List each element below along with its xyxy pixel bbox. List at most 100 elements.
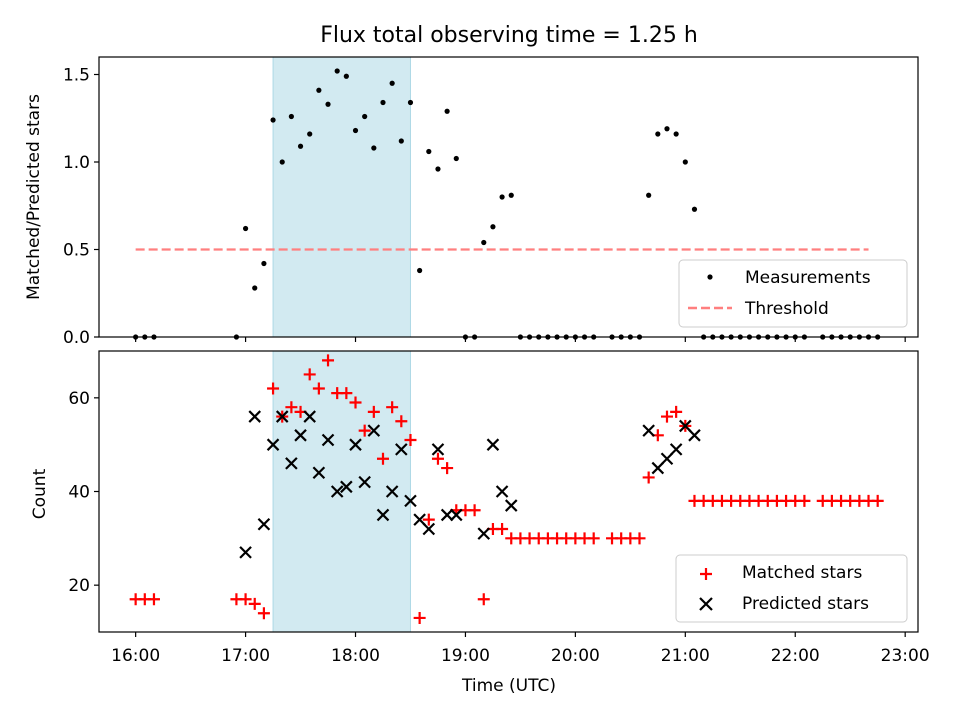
matched-stars-point <box>468 504 481 517</box>
measurement-point <box>435 166 441 172</box>
legend-predicted-marker <box>699 597 713 611</box>
measurement-point <box>398 138 404 144</box>
x-tick-label: 19:00 <box>441 646 490 666</box>
predicted-stars-point <box>376 508 390 522</box>
y-tick-label: 20 <box>68 576 90 596</box>
predicted-stars-point <box>679 419 692 433</box>
x-tick-label: 20:00 <box>551 646 600 666</box>
measurement-point <box>362 113 368 120</box>
predicted-stars-point <box>688 429 701 442</box>
bottom-xlabel: Time (UTC) <box>461 676 556 696</box>
predicted-stars-point <box>248 410 262 423</box>
matched-stars-point <box>633 532 646 545</box>
predicted-stars-point <box>275 410 289 423</box>
predicted-stars-point <box>358 475 371 489</box>
measurement-point <box>261 260 267 267</box>
matched-stars-point <box>798 494 811 507</box>
x-tick-label: 16:00 <box>111 646 160 666</box>
y-tick-label: 1.5 <box>63 66 90 86</box>
measurement-point <box>343 73 349 79</box>
bottom-plot-area: 20 40 60 16:00 17:00 18:00 19:00 20:00 21:00 22:0… <box>68 350 930 666</box>
matched-stars-point <box>660 410 673 423</box>
x-tick-label: 21:00 <box>661 646 710 666</box>
matched-stars-point <box>248 597 261 610</box>
predicted-stars-point <box>312 466 326 480</box>
predicted-stars-point <box>385 485 399 498</box>
measurement-point <box>673 131 679 137</box>
predicted-stars-point <box>440 508 454 522</box>
measurement-point <box>453 155 459 162</box>
predicted-stars-point <box>239 546 252 559</box>
measurement-point <box>325 101 331 107</box>
bottom-panel: Count Time (UTC) 20 40 60 16:00 17:00 18:00 19… <box>30 350 930 696</box>
predicted-stars-point <box>266 438 280 451</box>
legend-predicted-label: Predicted stars <box>742 594 869 614</box>
legend-measurements-marker <box>707 274 713 280</box>
predicted-stars-point <box>257 518 271 531</box>
matched-stars-point <box>395 415 408 428</box>
matched-stars-point <box>340 387 353 400</box>
predicted-stars-point <box>651 461 665 475</box>
predicted-stars-point <box>303 410 316 423</box>
matched-stars-point <box>477 593 490 606</box>
legend-matched-label: Matched stars <box>742 563 862 583</box>
predicted-stars-point <box>669 443 683 456</box>
legend-measurements-label: Measurements <box>745 268 871 288</box>
measurement-point <box>664 126 670 132</box>
measurement-point <box>252 285 258 291</box>
matched-stars-point <box>413 611 426 624</box>
matched-stars-point <box>670 405 683 418</box>
x-tick-label: 22:00 <box>771 646 820 666</box>
y-tick-label: 0.5 <box>63 241 90 261</box>
measurement-point <box>389 80 395 86</box>
measurement-point <box>444 108 450 114</box>
measurement-point <box>316 87 322 93</box>
measurement-point <box>417 267 423 274</box>
predicted-stars-point <box>486 438 500 451</box>
matched-stars-point <box>312 382 325 395</box>
measurement-point <box>499 194 505 200</box>
bottom-ylabel: Count <box>30 468 50 519</box>
matched-stars-point <box>358 424 371 437</box>
measurement-point <box>352 127 359 134</box>
measurement-point <box>380 99 386 106</box>
measurement-point <box>407 99 414 106</box>
legend-threshold-label: Threshold <box>744 299 829 319</box>
matched-stars-point <box>349 396 362 409</box>
matched-stars-point <box>267 382 280 395</box>
top-panel: Flux total observing time = 1.25 h Match… <box>24 23 919 348</box>
x-tick-label: 23:00 <box>881 646 930 666</box>
matched-stars-point <box>422 513 435 526</box>
axes-frame <box>98 56 919 338</box>
measurement-point <box>297 143 304 149</box>
matched-stars-point <box>386 401 399 414</box>
top-title: Flux total observing time = 1.25 h <box>320 23 698 48</box>
matched-stars-point <box>257 607 270 620</box>
measurement-point <box>279 159 285 165</box>
predicted-stars-point <box>413 513 426 526</box>
predicted-stars-point <box>450 508 463 522</box>
predicted-stars-point <box>495 485 509 498</box>
measurement-point <box>655 131 661 137</box>
measurement-point <box>691 206 698 212</box>
matched-stars-point <box>147 593 160 606</box>
measurement-point <box>242 225 249 232</box>
matched-stars-point <box>303 368 316 381</box>
y-tick-label: 1.0 <box>63 153 90 173</box>
predicted-stars-point <box>330 485 344 498</box>
predicted-stars-point <box>367 424 381 437</box>
top-plot-area: 0.0 0.5 1.0 1.5 <box>63 56 919 348</box>
matched-stars-point <box>587 532 600 545</box>
predicted-stars-point <box>349 438 362 451</box>
top-ylabel: Matched/Predicted stars <box>24 94 44 300</box>
y-tick-label: 60 <box>68 389 90 409</box>
y-tick-label: 40 <box>68 483 90 503</box>
matched-stars-point <box>285 401 298 414</box>
y-tick-label: 0.0 <box>63 328 90 348</box>
matched-stars-point <box>322 354 335 367</box>
predicted-stars-point <box>321 433 335 447</box>
measurement-point <box>334 68 340 74</box>
measurement-point <box>270 117 276 123</box>
matched-stars-point <box>431 452 444 465</box>
